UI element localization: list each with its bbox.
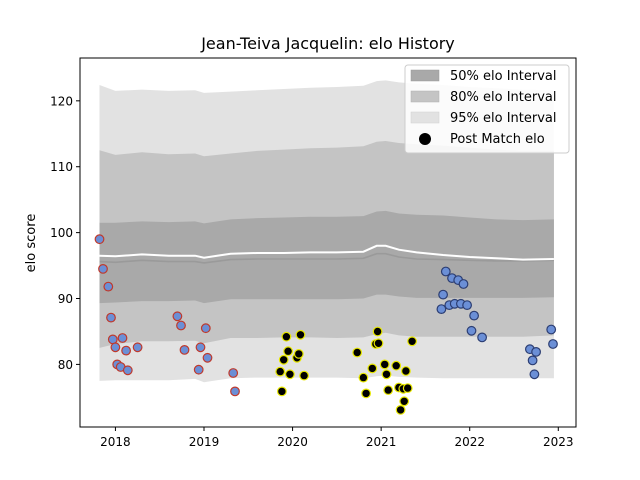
post-match-point-2022 <box>438 289 449 300</box>
post-match-point-2020 <box>299 370 310 381</box>
post-match-point-2020 <box>383 385 394 396</box>
post-match-point-2020 <box>401 366 411 376</box>
post-match-point-2022 <box>531 347 541 357</box>
post-match-point-2018 <box>228 368 239 378</box>
post-match-point-2018 <box>107 334 118 345</box>
legend-frame <box>404 64 570 154</box>
legend: 50% elo Interval 80% elo Interval 95% el… <box>404 64 570 154</box>
post-match-point-2020 <box>352 347 363 358</box>
post-match-point-2020 <box>278 354 289 365</box>
legend-label-50: 50% elo Interval <box>450 69 557 84</box>
mean-line <box>99 244 554 261</box>
x-tick-label: 2021 <box>366 435 397 449</box>
y-axis-label: elo score <box>24 214 39 273</box>
x-tick-label: 2019 <box>189 435 220 449</box>
x-tick-label: 2022 <box>454 435 485 449</box>
x-axis: 2018 2019 2020 2021 2022 2023 <box>100 427 574 449</box>
post-match-point-2020 <box>293 349 304 359</box>
x-tick-label: 2020 <box>277 435 308 449</box>
y-tick-label: 110 <box>50 160 73 174</box>
post-match-point-2018 <box>106 312 116 323</box>
post-match-point-2020 <box>381 369 392 380</box>
y-tick-label: 80 <box>58 358 73 372</box>
post-match-point-2018 <box>132 342 143 353</box>
post-match-point-2018 <box>202 352 213 363</box>
chart-title: Jean-Teiva Jacquelin: elo History <box>200 34 455 53</box>
post-match-point-2020 <box>399 396 410 407</box>
post-match-point-2020 <box>275 366 286 377</box>
legend-swatch-50 <box>410 69 440 82</box>
post-match-point-2020 <box>283 346 294 357</box>
y-tick-label: 100 <box>50 226 73 240</box>
legend-marker-point <box>419 133 431 145</box>
post-match-point-2018 <box>110 342 121 353</box>
post-match-point-2018 <box>193 364 204 375</box>
post-match-point-2022 <box>469 310 480 321</box>
y-axis: 80 90 100 110 120 <box>50 94 80 372</box>
post-match-point-2018 <box>179 345 190 355</box>
post-match-point-2018 <box>121 345 131 356</box>
post-match-point-2022 <box>466 325 477 336</box>
post-match-point-2018 <box>172 311 183 322</box>
legend-swatch-80 <box>410 90 440 103</box>
post-match-point-2018 <box>103 281 114 292</box>
post-match-point-2018 <box>195 342 206 353</box>
legend-label-95: 95% elo Interval <box>450 111 557 126</box>
post-match-point-2020 <box>367 363 378 374</box>
post-match-point-2020 <box>277 386 287 397</box>
post-match-point-2018 <box>98 264 108 274</box>
median-line <box>99 252 554 264</box>
post-match-point-2020 <box>373 338 384 349</box>
post-match-point-2020 <box>361 388 372 399</box>
post-match-point-2020 <box>395 405 406 415</box>
y-tick-label: 120 <box>50 94 73 108</box>
post-match-point-2018 <box>176 320 186 331</box>
post-match-point-2018 <box>94 234 105 245</box>
post-match-point-2022 <box>548 339 558 349</box>
post-match-point-2018 <box>200 323 211 334</box>
post-match-point-2020 <box>358 372 369 383</box>
post-match-point-2020 <box>379 359 390 370</box>
band-50-interval <box>99 210 554 304</box>
post-match-point-2018 <box>122 365 133 376</box>
post-match-points <box>94 234 558 415</box>
legend-label-point: Post Match elo <box>450 132 545 147</box>
plot-frame <box>79 57 577 428</box>
post-match-point-2020 <box>281 331 292 342</box>
legend-swatch-95 <box>410 111 440 124</box>
post-match-point-2020 <box>295 329 306 340</box>
post-match-point-2020 <box>285 369 295 380</box>
post-match-point-2022 <box>462 300 473 311</box>
post-match-point-2018 <box>117 333 128 343</box>
post-match-point-2022 <box>440 266 451 277</box>
post-match-point-2020 <box>407 336 418 347</box>
post-match-point-2022 <box>546 324 557 335</box>
post-match-point-2020 <box>391 360 402 371</box>
legend-label-80: 80% elo Interval <box>450 90 557 105</box>
x-tick-label: 2023 <box>543 435 574 449</box>
post-match-point-2018 <box>230 386 240 397</box>
post-match-point-2020 <box>402 383 413 394</box>
post-match-point-2022 <box>458 279 469 289</box>
x-tick-label: 2018 <box>100 435 131 449</box>
post-match-point-2022 <box>527 355 538 366</box>
post-match-point-2022 <box>436 304 447 315</box>
post-match-point-2022 <box>529 369 540 380</box>
y-tick-label: 90 <box>58 292 73 306</box>
post-match-point-2022 <box>477 332 488 343</box>
post-match-point-2020 <box>372 326 383 337</box>
